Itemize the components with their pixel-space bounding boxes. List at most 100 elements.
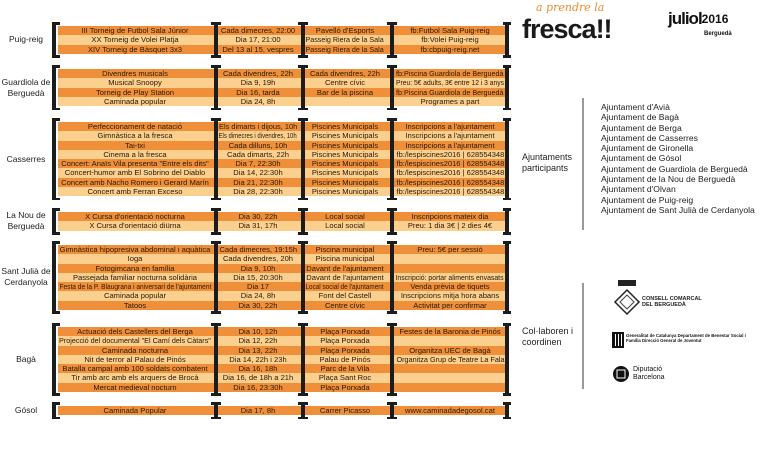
event-info: fb:Piscina Guardiola de Berguedà (395, 69, 505, 78)
participants-label: Ajuntaments participants (522, 152, 573, 173)
table-row: Actuació dels Castellers del Berga Dia 10… (58, 327, 505, 337)
bracket-serif (52, 208, 60, 211)
table-row: Fotogimcana en família Dia 9, 10h Davant d… (58, 263, 505, 273)
event-place-text: Local social de l'ajuntament (305, 282, 385, 291)
bracket-serif (211, 311, 221, 314)
event-name-text: Tatoos (123, 300, 147, 310)
event-date: Dia 17 (218, 282, 298, 291)
event-date-text: Dia 21, 22:30h (233, 177, 283, 187)
event-date-text: Dia 24, 8h (240, 96, 276, 106)
event-name: Caminada Popular (58, 406, 212, 415)
bracket (214, 323, 218, 396)
event-date: Dia 10, 12h (218, 327, 298, 336)
event-place-text: Piscines Municipals (311, 177, 379, 187)
bracket (52, 208, 56, 235)
event-name: Caminada popular (58, 291, 212, 300)
bracket (390, 208, 394, 235)
bracket (52, 402, 56, 420)
event-info-text: fb:/lespiscines2016 | 628554348 (396, 177, 504, 187)
event-place: Bar de la piscina (305, 88, 385, 97)
bracket-serif (52, 118, 60, 121)
event-place-text: Local social (325, 221, 365, 231)
bracket (301, 65, 305, 110)
table-row: Tatoos Dia 30, 22h Centre cívic Activitat p… (58, 300, 505, 310)
event-date-text: Dia 13, 22h (238, 345, 278, 355)
event-place (305, 97, 385, 106)
table-row: Batalla campal amb 100 soldats combatent… (58, 364, 505, 374)
bracket-serif (211, 393, 221, 396)
event-place-text: Font del Castell (318, 291, 372, 301)
event-name-text: Festa de la P. Blaugrana i aniversari de… (59, 282, 211, 291)
event-date-text: Dia 16, de 18h a 21h (222, 373, 294, 383)
bracket-serif (298, 55, 308, 58)
table-row: Mercat medieval nocturn Dia 16, 23:30h Pla… (58, 382, 505, 392)
event-info-text: Preu: 1 dia 3€ | 2 dies 4€ (407, 221, 493, 231)
event-name-text: Divendres musicals (102, 69, 168, 78)
event-info-text: fb:Piscina Guardiola de Berguedà (396, 87, 504, 97)
collaborators-label: Col·laboren i coordinen (522, 326, 574, 347)
event-info-text: www.caminadadegosol.cat (405, 406, 495, 415)
event-date: Cada divendres, 20h (218, 254, 298, 263)
event-info-text: Venda prèvia de tiquets (410, 282, 490, 291)
event-name-text: Gimnàstica hipopresiva abdominal i aquàt… (59, 245, 211, 254)
bracket-serif (52, 55, 60, 58)
table-row: Concert amb Nacho Romero i Gerard Marín D… (58, 177, 505, 187)
event-date-text: Dia 28, 22:30h (233, 186, 283, 196)
table-row: Caminada nocturna Dia 13, 22h Plaça Porxad… (58, 345, 505, 355)
bracket-serif (211, 118, 221, 121)
event-name-text: X Cursa d'orientació nocturna (85, 212, 185, 221)
table-row: Cinema a la fresca Cada dimarts, 22h Pisci… (58, 149, 505, 159)
event-name: Concert amb Nacho Romero i Gerard Marín (58, 178, 212, 187)
bracket-serif (211, 55, 221, 58)
event-info: Inscripcions a l'ajuntament (395, 131, 505, 140)
bracket (505, 323, 509, 396)
event-place: Piscina municipal (305, 245, 385, 254)
table-row: Caminada popular Dia 24, 8h Font del Caste… (58, 291, 505, 301)
event-info: Inscripcions a l'ajuntament (395, 141, 505, 150)
bracket-serif (387, 311, 397, 314)
bracket (390, 241, 394, 314)
month: juliol (668, 9, 703, 28)
event-name-text: Batalla campal amb 100 soldats combatent (62, 364, 208, 373)
event-name: Tatoos (58, 301, 212, 310)
bracket (214, 65, 218, 110)
event-date-text: Cada divendres, 20h (222, 254, 294, 264)
event-place: Plaça Sant Roc (305, 373, 385, 382)
event-place-text: Piscines Municipals (311, 168, 379, 178)
event-info-text: Inscripcions a l'ajuntament (405, 140, 495, 150)
bracket (301, 118, 305, 200)
event-name: Concert amb Ferran Exceso (58, 187, 212, 196)
bracket-serif (298, 208, 308, 211)
logo-main-text: fresca!! (522, 14, 613, 44)
event-name-text: Caminada popular (103, 291, 167, 301)
event-place-text: Bar de la piscina (316, 87, 374, 97)
event-place: Davant de l'ajuntament (305, 273, 385, 282)
event-place-text: Plaça Porxada (320, 327, 370, 336)
event-name: Ioga (58, 254, 212, 263)
table-row: III Torneig de Futbol Sala Júnior Cada di… (58, 26, 505, 36)
event-info-text: Programes a part (420, 96, 480, 106)
event-info-text: Inscripcions a l'ajuntament (405, 131, 495, 141)
logo-top-text: a prendre la (536, 1, 605, 14)
event-date-text: Dia 30, 22h (238, 300, 278, 310)
bracket-serif (298, 118, 308, 121)
fresca-logo: a prendre la fresca!! (522, 2, 652, 46)
event-name: Nit de terror al Palau de Pinós (58, 355, 212, 364)
bracket-serif (298, 402, 308, 405)
bracket (52, 65, 56, 110)
event-place: Davant de l'ajuntament (305, 264, 385, 273)
event-date-text: Dia 17, 21:00 (235, 35, 281, 45)
event-info-text: Activitat per confirmar (413, 300, 487, 310)
event-place: Local social (305, 221, 385, 230)
consell-comarcal-logo: CONSELL COMARCAL DEL BERGUEDÀ (612, 280, 732, 316)
event-info-text: Inscripcions mateix dia (411, 212, 489, 221)
event-date: Dia 16, de 18h a 21h (218, 373, 298, 382)
event-date: Dia 16, 23:30h (218, 383, 298, 392)
event-date-text: Dia 9, 19h (240, 78, 276, 88)
bracket (390, 22, 394, 58)
town-label: Sant Julià de Cerdanyola (1, 266, 51, 288)
event-date: Dia 17, 8h (218, 406, 298, 415)
table-row: Perfeccionament de natació Els dimarts i … (58, 122, 505, 132)
event-date: Del 13 al 15, vespres (218, 45, 298, 54)
event-date: Dia 21, 22:30h (218, 178, 298, 187)
